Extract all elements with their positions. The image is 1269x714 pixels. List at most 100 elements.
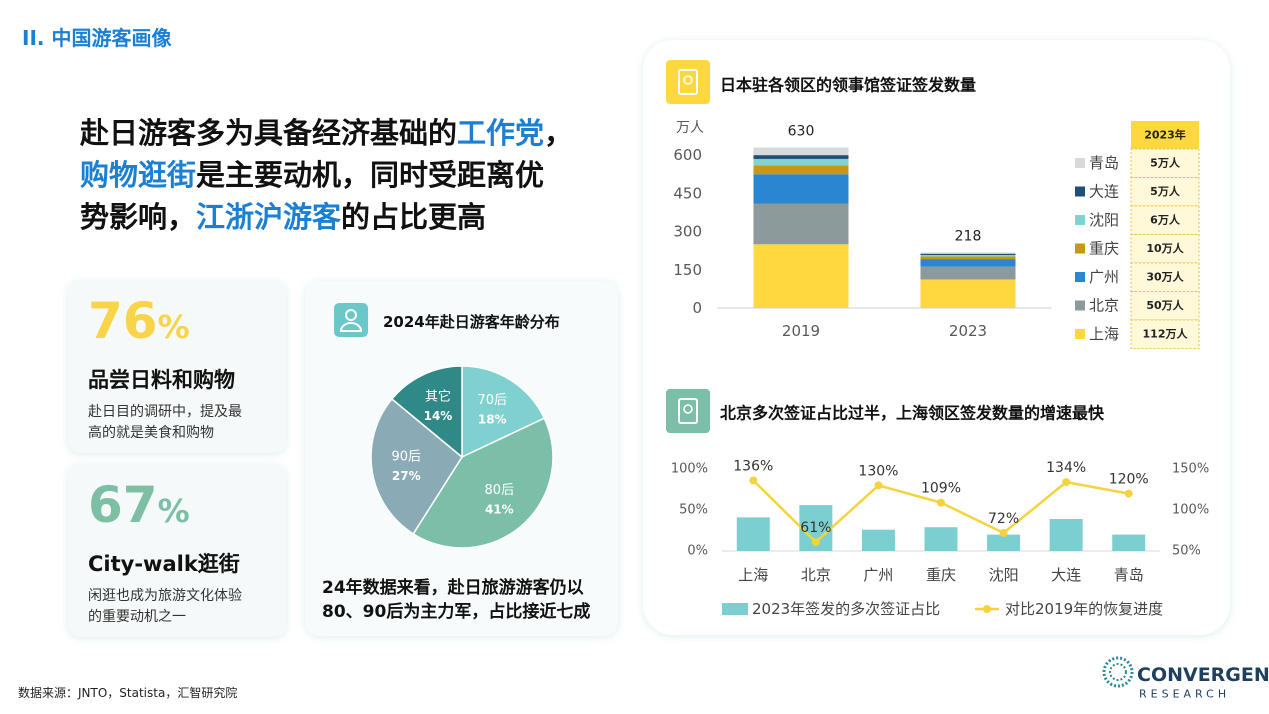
- bar-segment: [753, 155, 849, 159]
- chart-title: 北京多次签证占比过半，上海领区签发数量的增速最快: [720, 404, 1105, 423]
- x-tick-label: 广州: [863, 566, 893, 584]
- slice-value: 18%: [478, 412, 507, 426]
- icon: [683, 75, 693, 85]
- icon: [666, 60, 710, 104]
- table-cell-bg: [1130, 291, 1200, 321]
- value-label: 61%: [800, 520, 831, 536]
- bar-segment: [920, 256, 1016, 260]
- section-title: II. 中国游客画像: [22, 26, 172, 50]
- legend-label: 重庆: [1089, 240, 1119, 258]
- card-desc-line: 高的就是美食和购物: [88, 425, 214, 441]
- chart-title: 日本驻各领区的领事馆签证签发数量: [720, 76, 976, 95]
- bar: [1049, 519, 1083, 551]
- headline-text: 江浙沪游客: [196, 200, 342, 234]
- icon: [345, 309, 357, 321]
- bar: [1112, 534, 1146, 551]
- headline: 赴日游客多为具备经济基础的工作党， 购物逛街是主要动机，同时受距离优 势影响，江浙沪…: [80, 112, 573, 238]
- bar-segment: [753, 165, 849, 175]
- table-cell-bg: [1130, 262, 1200, 292]
- bar-segment: [753, 203, 849, 245]
- headline-text: 工作党: [457, 116, 545, 150]
- stat-value: 67: [88, 476, 158, 534]
- point: [999, 528, 1008, 537]
- table-header-bg: [1131, 121, 1199, 149]
- value-label: 120%: [1109, 472, 1149, 488]
- point: [811, 537, 820, 546]
- table-cell: 30万人: [1146, 270, 1184, 284]
- caption-line: 80、90后为主力军，占比接近七成: [322, 602, 591, 622]
- legend-label: 上海: [1089, 325, 1119, 343]
- card-desc-line: 的重要动机之一: [88, 609, 186, 625]
- total-label: 630: [788, 123, 815, 139]
- table-cell-bg: [1130, 177, 1200, 207]
- y2-tick-label: 50%: [1172, 544, 1201, 559]
- legend-swatch: [1075, 186, 1085, 197]
- card-desc-line: 闲逛也成为旅游文化体验: [88, 588, 242, 604]
- slice-label: 70后: [477, 393, 507, 408]
- bar: [736, 517, 770, 551]
- x-tick-label: 青岛: [1114, 566, 1144, 584]
- pie-slice: [412, 417, 554, 549]
- card-bg: [68, 281, 286, 453]
- y2-tick-label: 150%: [1172, 462, 1209, 477]
- headline-text: 是主要动机，同时受距离优: [196, 158, 545, 192]
- slice-label: 90后: [392, 449, 422, 464]
- legend-swatch: [1075, 243, 1085, 254]
- icon: [683, 404, 693, 414]
- legend-label: 沈阳: [1089, 211, 1119, 229]
- card-desc: 赴日目的调研中，提及最 高的就是美食和购物: [88, 402, 242, 444]
- pie-caption: 24年数据来看，赴日旅游游客仍以 80、90后为主力军，占比接近七成: [322, 576, 590, 624]
- stat: 67%: [88, 476, 190, 534]
- legend-swatch: [1075, 272, 1085, 282]
- bar-segment: [753, 174, 849, 204]
- bar-segment: [753, 244, 849, 308]
- legend-swatch: [1075, 300, 1085, 311]
- stat-value: 76: [88, 292, 158, 350]
- card-bg: [68, 465, 286, 637]
- card-desc-line: 赴日目的调研中，提及最: [88, 404, 242, 420]
- logo-sub: RESEARCH: [1139, 688, 1230, 701]
- bar-segment: [920, 254, 1016, 257]
- bar-segment: [753, 158, 849, 166]
- point: [1124, 489, 1133, 498]
- bar-segment: [920, 266, 1016, 280]
- card-desc: 闲逛也成为旅游文化体验 的重要动机之一: [88, 586, 242, 628]
- value-label: 134%: [1046, 460, 1086, 476]
- bar: [987, 534, 1021, 551]
- slice-value: 14%: [424, 409, 453, 423]
- stat-unit: %: [157, 308, 190, 346]
- bar: [861, 529, 895, 551]
- bar: [924, 527, 958, 551]
- pie-slice: [461, 365, 546, 459]
- legend-label: 2023年签发的多次签证占比: [752, 600, 940, 618]
- table-cell: 112万人: [1143, 327, 1189, 341]
- logo-name: CONVERGENT: [1137, 664, 1269, 686]
- icon: [678, 69, 698, 95]
- icon: [678, 398, 698, 424]
- headline-text: 购物逛街: [80, 158, 197, 192]
- table-cell: 5万人: [1150, 156, 1181, 170]
- slice-value: 41%: [485, 502, 514, 516]
- headline-text: ，: [544, 116, 574, 150]
- x-tick-label: 2023: [949, 322, 987, 340]
- legend-swatch: [983, 605, 991, 613]
- stat: 76%: [88, 292, 190, 350]
- table-cell: 10万人: [1146, 241, 1184, 255]
- y2-tick-label: 100%: [1172, 503, 1209, 518]
- table-cell: 6万人: [1150, 213, 1181, 227]
- point: [1062, 478, 1071, 487]
- chart-title: 2024年赴日游客年龄分布: [383, 313, 560, 331]
- y-tick-label: 100%: [671, 462, 708, 477]
- headline-text: 的占比更高: [341, 200, 487, 234]
- legend-label: 广州: [1089, 268, 1119, 286]
- legend-label: 青岛: [1089, 154, 1119, 172]
- pie-slice: [370, 397, 463, 535]
- y-tick-label: 600: [673, 146, 702, 164]
- y-tick-label: 50%: [679, 503, 708, 518]
- total-label: 218: [955, 228, 982, 244]
- x-tick-label: 沈阳: [989, 566, 1019, 584]
- bar-segment: [920, 259, 1016, 267]
- x-tick-label: 北京: [801, 566, 831, 584]
- headline-line: 势影响，江浙沪游客的占比更高: [80, 196, 573, 238]
